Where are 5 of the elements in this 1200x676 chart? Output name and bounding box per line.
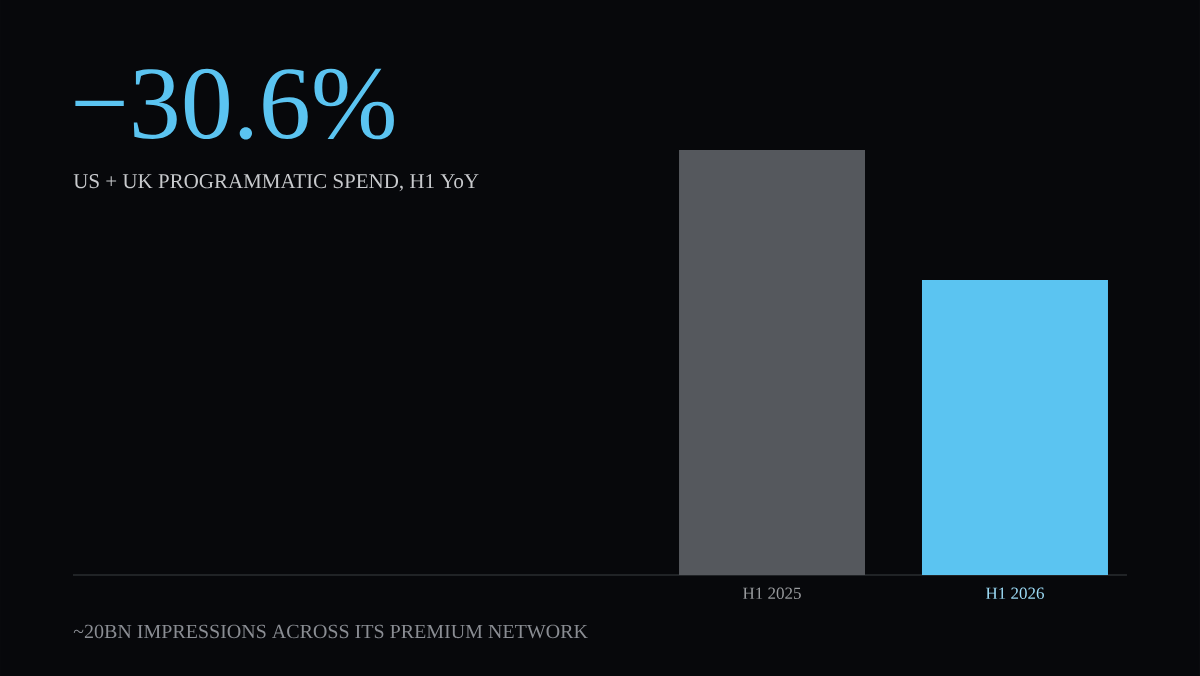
text: ~20BN IMPRESSIONS ACROSS ITS PREMIUM NETWORK — [73, 624, 588, 639]
x-tick-label: H1 2026 — [985, 587, 1044, 599]
chart-title: −30.6% — [75, 68, 394, 140]
text: US + UK PROGRAMMATIC SPEND, H1 YoY — [73, 174, 479, 192]
x-tick-label: H1 2025 — [742, 587, 801, 599]
